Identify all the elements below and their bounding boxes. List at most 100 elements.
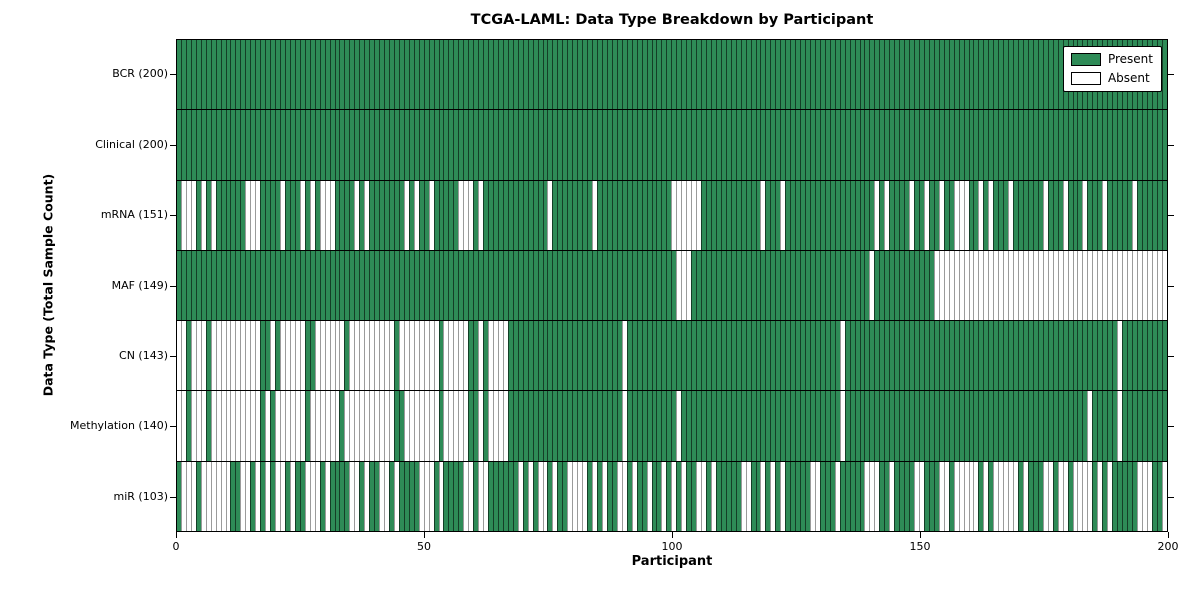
cell-BCR-131 [824,40,830,110]
cell-BCR-108 [710,40,716,110]
cell-BCR-7 [210,40,216,110]
cell-Methylation-128 [810,391,815,461]
cell-mRNA-61 [478,180,484,250]
cell-CN-61 [478,321,484,391]
cell-BCR-141 [874,40,880,110]
cell-BCR-101 [676,40,682,110]
cell-CN-174 [1037,321,1043,391]
cell-mRNA-87 [606,180,612,250]
cell-Methylation-64 [493,391,498,461]
cell-MAF-193 [1131,250,1137,321]
cell-Methylation-24 [294,391,300,461]
cell-miR-173 [1032,461,1038,531]
cell-Methylation-80 [572,391,578,461]
cell-CN-101 [676,321,682,391]
cell-MAF-46 [403,250,409,321]
cell-mRNA-40 [374,180,380,250]
cell-miR-140 [869,461,875,531]
cell-Methylation-104 [691,391,697,461]
cell-mRNA-107 [705,180,711,250]
cell-BCR-113 [735,40,741,110]
cell-mRNA-151 [923,180,929,250]
cell-Methylation-172 [1027,391,1033,461]
cell-Clinical-112 [730,110,736,180]
cell-Clinical-107 [705,110,711,180]
cell-Methylation-125 [795,391,801,461]
cell-mRNA-195 [1141,180,1147,250]
cell-mRNA-77 [557,180,563,250]
cell-CN-51 [428,321,434,391]
cell-miR-65 [497,461,503,531]
cell-mRNA-92 [631,180,637,250]
cell-mRNA-137 [854,180,860,250]
cell-miR-134 [839,461,845,531]
cell-Methylation-41 [379,391,385,461]
cell-miR-195 [1141,461,1147,531]
heatmap-row-MAF [177,250,1167,322]
cell-BCR-173 [1032,40,1038,110]
cell-MAF-60 [473,250,479,321]
cell-CN-133 [834,321,840,391]
cell-Methylation-190 [1117,391,1123,461]
cell-Methylation-186 [1097,391,1103,461]
cell-BCR-11 [230,40,236,110]
cell-BCR-52 [433,40,439,110]
cell-BCR-74 [542,40,548,110]
cell-miR-176 [1047,461,1053,531]
cell-CN-196 [1146,321,1152,391]
cell-miR-150 [918,461,924,531]
cell-mRNA-54 [443,180,449,250]
cell-miR-68 [512,461,518,531]
cell-mRNA-119 [765,180,771,250]
cell-Clinical-28 [314,110,320,180]
cell-MAF-20 [275,250,281,321]
cell-miR-23 [289,461,295,531]
cell-mRNA-85 [597,180,602,250]
cell-BCR-13 [240,40,246,110]
cell-miR-32 [334,461,340,531]
cell-BCR-77 [557,40,563,110]
cell-miR-50 [423,461,429,531]
cell-Clinical-132 [829,110,835,180]
cell-miR-90 [621,461,627,531]
cell-Clinical-99 [666,110,672,180]
heatmap-row-Clinical [177,110,1167,181]
cell-mRNA-81 [577,180,583,250]
cell-MAF-134 [839,250,845,321]
cell-CN-64 [493,321,498,391]
cell-Methylation-182 [1077,391,1083,461]
cell-Clinical-100 [671,110,677,180]
cell-Methylation-152 [928,391,934,461]
cell-BCR-111 [725,40,731,110]
cell-Clinical-38 [364,110,370,180]
cell-Methylation-3 [190,391,196,461]
cell-mRNA-111 [725,180,731,250]
cell-miR-181 [1072,461,1078,531]
cell-BCR-151 [923,40,929,110]
cell-MAF-133 [834,250,840,321]
cell-Methylation-127 [805,391,810,461]
cell-BCR-168 [1008,40,1014,110]
cell-miR-51 [428,461,434,531]
cell-Methylation-19 [270,391,276,461]
cell-Methylation-11 [230,391,236,461]
cell-BCR-164 [988,40,994,110]
cell-MAF-128 [810,250,815,321]
cell-Methylation-168 [1008,391,1014,461]
cell-CN-80 [572,321,578,391]
cell-BCR-97 [656,40,662,110]
cell-Methylation-198 [1156,391,1162,461]
x-tick-200 [1168,532,1169,538]
cell-CN-53 [438,321,444,391]
cell-MAF-83 [587,250,593,321]
cell-Clinical-63 [488,110,493,180]
cell-BCR-60 [473,40,479,110]
cell-mRNA-138 [859,180,865,250]
cell-Clinical-6 [205,110,211,180]
cell-CN-15 [250,321,256,391]
cell-CN-147 [904,321,910,391]
cell-Methylation-95 [646,391,652,461]
cell-miR-194 [1136,461,1142,531]
cell-BCR-15 [250,40,256,110]
cell-CN-194 [1136,321,1142,391]
